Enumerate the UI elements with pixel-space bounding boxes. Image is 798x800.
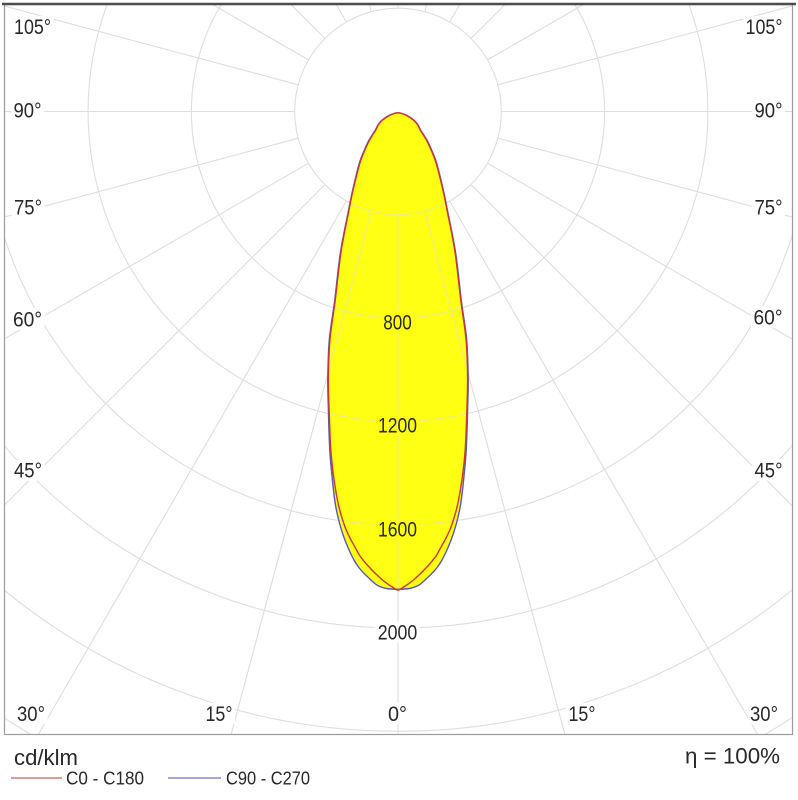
- svg-text:C0 - C180: C0 - C180: [66, 769, 144, 789]
- svg-text:0°: 0°: [388, 703, 407, 726]
- svg-text:30°: 30°: [17, 703, 45, 726]
- svg-text:75°: 75°: [755, 197, 783, 220]
- svg-text:105°: 105°: [746, 16, 783, 39]
- svg-text:η = 100%: η = 100%: [685, 744, 780, 769]
- svg-text:105°: 105°: [14, 16, 51, 39]
- svg-text:cd/klm: cd/klm: [14, 745, 78, 770]
- svg-text:C90 - C270: C90 - C270: [226, 769, 310, 789]
- svg-text:1200: 1200: [378, 415, 417, 438]
- svg-text:30°: 30°: [750, 703, 778, 726]
- svg-text:15°: 15°: [569, 703, 596, 726]
- svg-text:800: 800: [383, 312, 412, 335]
- svg-text:2000: 2000: [378, 622, 418, 645]
- svg-text:45°: 45°: [755, 460, 783, 483]
- svg-text:45°: 45°: [14, 460, 42, 483]
- svg-text:1600: 1600: [378, 519, 417, 542]
- svg-text:90°: 90°: [755, 100, 783, 123]
- svg-text:15°: 15°: [206, 703, 233, 726]
- svg-text:60°: 60°: [754, 307, 783, 330]
- svg-text:60°: 60°: [13, 309, 42, 332]
- svg-text:90°: 90°: [14, 100, 42, 123]
- svg-text:75°: 75°: [14, 197, 42, 220]
